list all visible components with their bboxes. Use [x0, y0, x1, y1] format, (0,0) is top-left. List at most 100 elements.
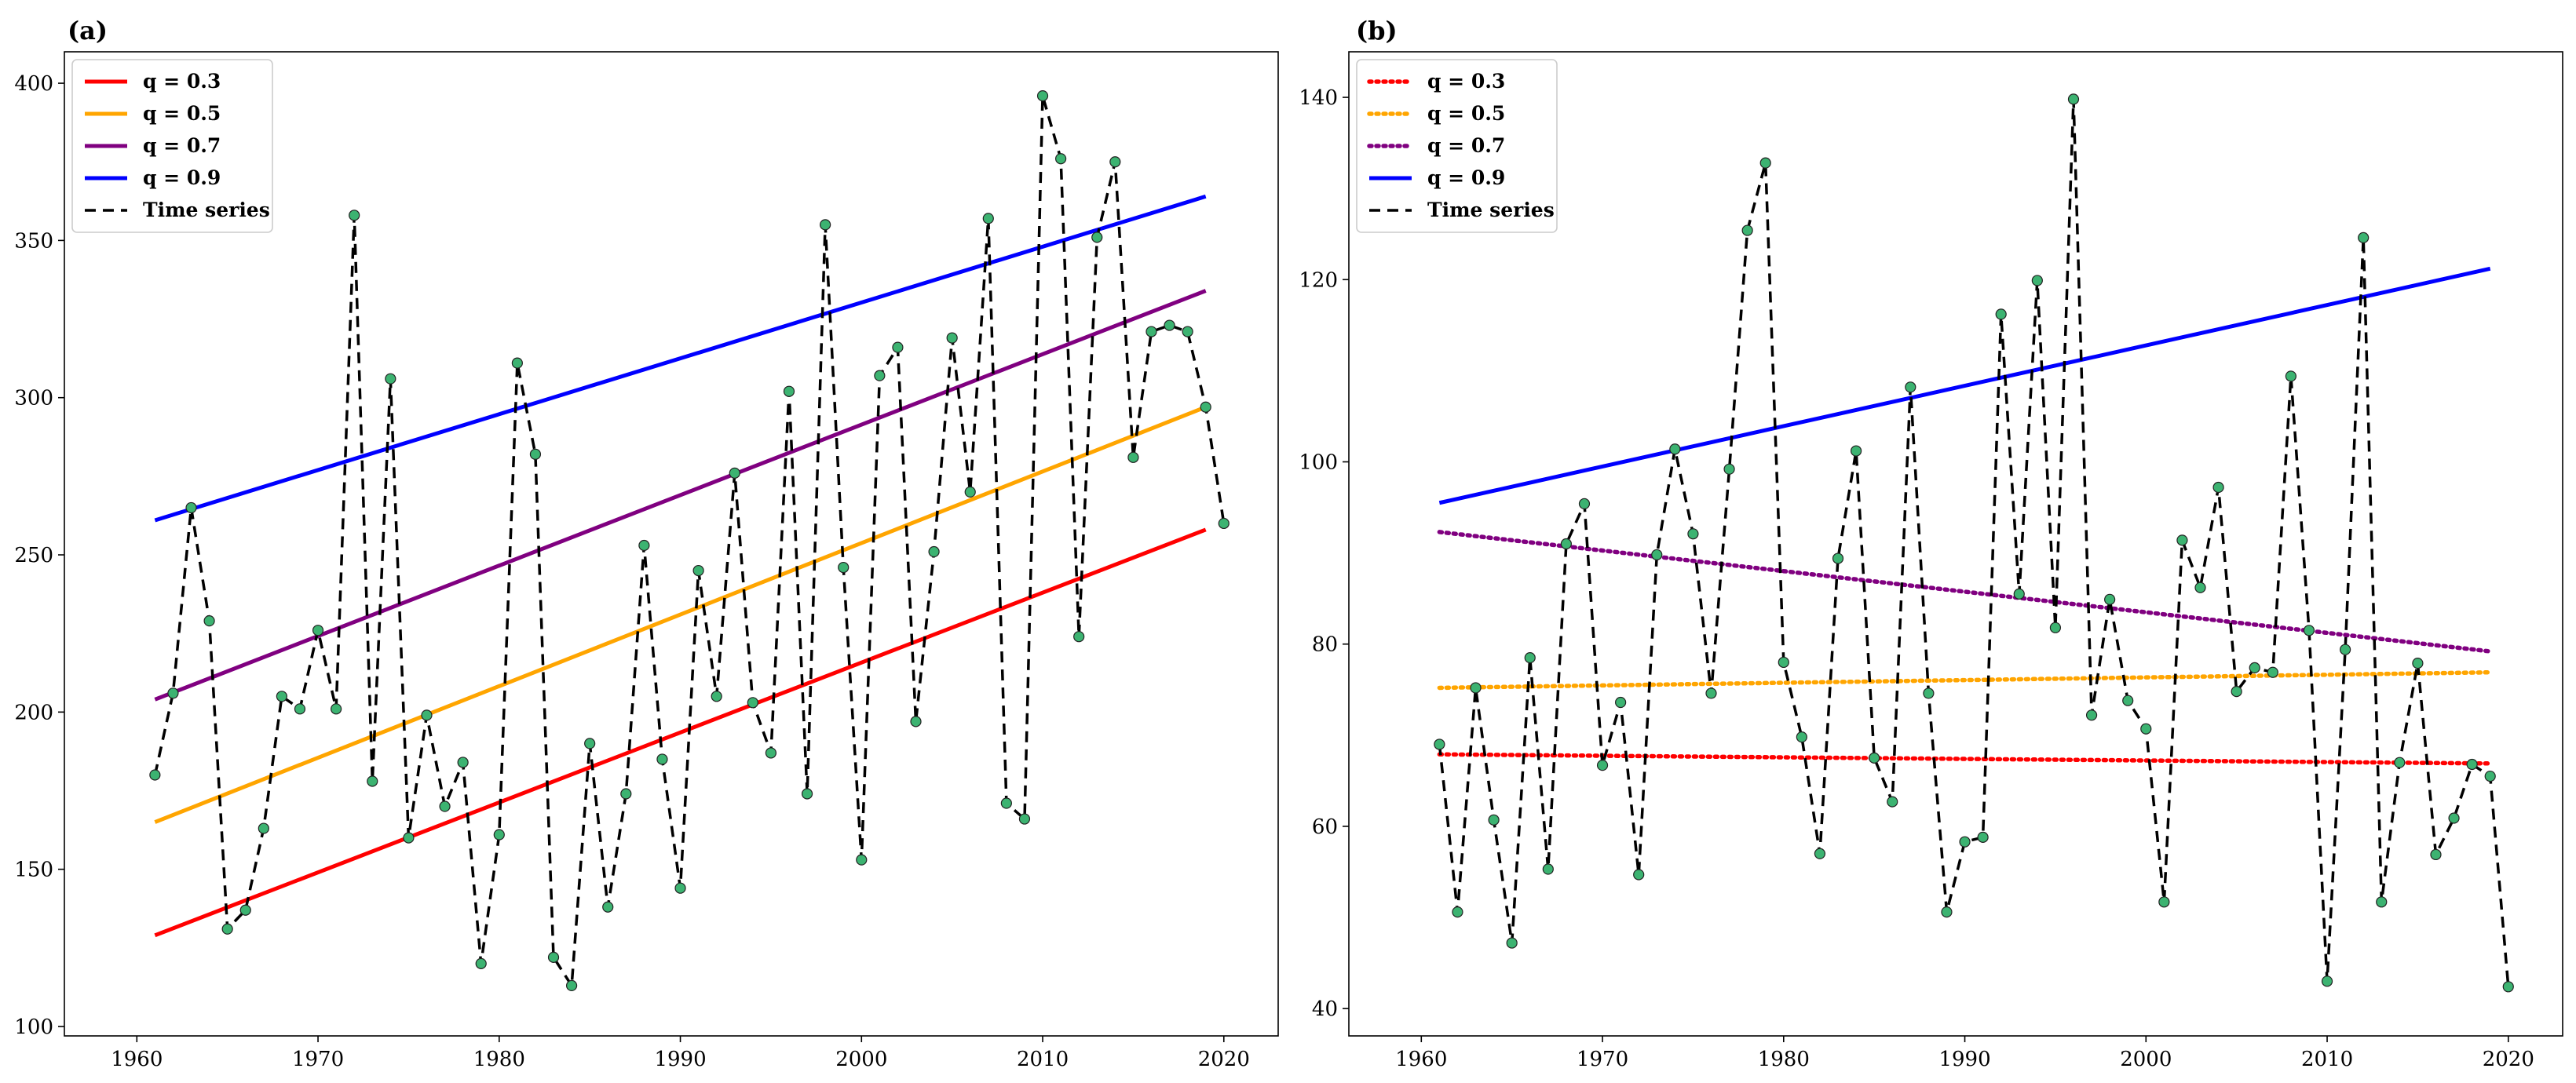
data-point: [2231, 685, 2242, 698]
data-point: [1669, 443, 1681, 455]
data-point: [2412, 658, 2424, 669]
data-point: [421, 709, 433, 721]
data-point: [2176, 534, 2188, 546]
x-tick-label: 1970: [1577, 1048, 1628, 1071]
data-point: [2484, 770, 2496, 782]
y-tick-label: 400: [14, 72, 53, 96]
data-point: [1977, 831, 1989, 843]
data-point: [2358, 232, 2370, 243]
data-point: [511, 357, 523, 369]
data-point: [1218, 517, 1230, 530]
data-point: [1741, 224, 1753, 236]
data-point: [946, 332, 958, 344]
data-point: [547, 951, 560, 963]
data-point: [475, 957, 487, 969]
legend-label: q = 0.9: [1427, 166, 1505, 189]
data-point: [312, 625, 324, 636]
data-point: [2285, 370, 2296, 382]
data-point: [674, 882, 686, 894]
data-point: [1814, 848, 1826, 859]
data-point: [2267, 666, 2278, 678]
legend-label: Time series: [1427, 199, 1555, 221]
y-tick-label: 140: [1299, 86, 1338, 110]
data-point: [2104, 593, 2116, 605]
data-point: [1055, 153, 1067, 165]
quantile-line-3: [1438, 266, 2491, 505]
data-point: [1759, 157, 1771, 169]
data-point: [1470, 682, 1482, 694]
x-tick-label: 1970: [292, 1048, 344, 1071]
data-point: [385, 373, 396, 385]
data-point: [620, 788, 632, 800]
data-point: [167, 687, 179, 699]
data-point: [1452, 906, 1463, 918]
data-point: [493, 829, 505, 841]
data-point: [1073, 631, 1085, 643]
data-point: [1145, 326, 1157, 337]
quantile-line-3: [154, 194, 1207, 523]
data-point: [2430, 848, 2442, 861]
x-tick-label: 1980: [473, 1048, 525, 1071]
y-tick-label: 200: [14, 701, 53, 724]
data-point: [584, 738, 596, 749]
data-point: [2194, 582, 2206, 593]
data-point: [711, 691, 722, 702]
data-point: [729, 467, 740, 479]
data-point: [1578, 498, 1591, 510]
y-tick-label: 60: [1312, 815, 1338, 839]
data-point: [2013, 588, 2025, 600]
data-point: [331, 703, 342, 715]
quantile-line-2: [154, 289, 1207, 702]
data-point: [2067, 93, 2080, 105]
data-point: [2321, 975, 2333, 987]
data-point: [982, 213, 994, 224]
data-point: [1705, 687, 1717, 699]
data-point: [692, 564, 704, 577]
data-point: [656, 753, 668, 765]
data-point: [1560, 538, 1572, 550]
legend-label: q = 0.7: [1427, 134, 1505, 157]
data-point: [2212, 481, 2224, 494]
data-point: [856, 854, 868, 866]
legend-label: q = 0.9: [143, 166, 221, 189]
data-point: [1036, 89, 1049, 102]
data-point: [1182, 326, 1193, 337]
x-tick-label: 2000: [835, 1048, 887, 1071]
data-point: [2394, 757, 2406, 768]
y-tick-label: 150: [14, 859, 53, 882]
data-point: [239, 904, 251, 916]
data-point: [1796, 731, 1807, 743]
data-point: [403, 832, 415, 844]
quantile-line-1: [1437, 669, 2493, 691]
data-point: [1164, 319, 1175, 331]
data-point: [1959, 836, 1971, 848]
x-tick-label: 2020: [1198, 1048, 1250, 1071]
panel-a: (a) 1960 1970 1980 1990 2000 2010 2020 100 150 20…: [14, 16, 1279, 1071]
x-tick-label: 1960: [1395, 1048, 1447, 1071]
time-series-line: [153, 95, 1226, 990]
data-point: [747, 697, 758, 709]
data-point: [1000, 797, 1012, 809]
data-point: [928, 545, 940, 558]
x-tick-label: 1990: [1938, 1048, 1990, 1071]
data-point: [1923, 687, 1935, 699]
data-point: [185, 501, 197, 514]
data-point: [529, 448, 542, 460]
data-point: [2376, 896, 2388, 908]
x-tick-label: 2010: [2301, 1048, 2353, 1071]
data-point: [1434, 738, 1445, 750]
data-point: [1109, 156, 1121, 168]
data-point: [1506, 937, 1518, 949]
quantile-line-1: [154, 405, 1207, 824]
y-tick-label: 100: [14, 1016, 53, 1039]
y-tick-label: 120: [1299, 268, 1338, 292]
y-tick-label: 40: [1312, 997, 1338, 1021]
data-point: [801, 788, 813, 800]
data-point: [602, 901, 614, 913]
data-point: [276, 691, 287, 702]
data-point: [2049, 622, 2062, 633]
data-point: [1832, 552, 1844, 564]
data-point: [1018, 813, 1031, 825]
data-point: [2122, 695, 2134, 706]
